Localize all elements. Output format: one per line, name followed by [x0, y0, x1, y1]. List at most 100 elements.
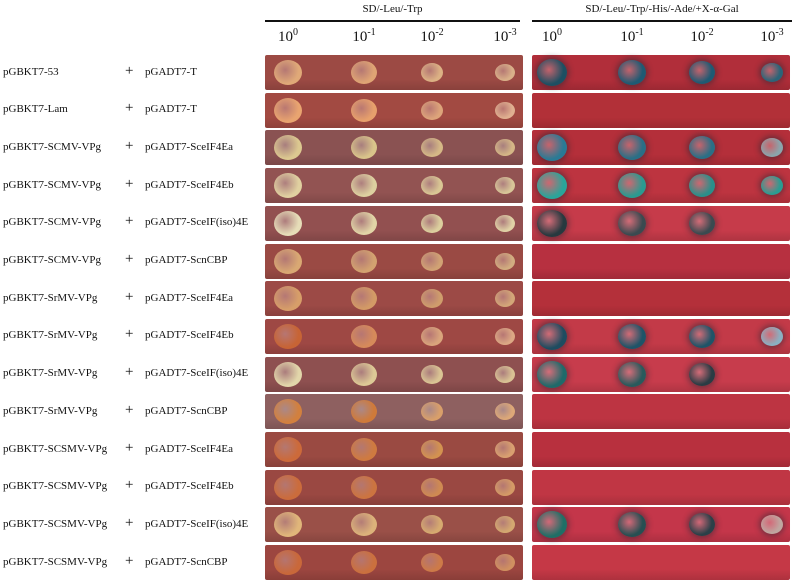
prey-label: pGADT7-SceIF4Ea [145, 442, 233, 455]
right-colony-spot [618, 323, 646, 349]
dilution-base: 10 [493, 29, 509, 45]
left-colony-spot [495, 252, 515, 270]
plus-sign: + [125, 175, 134, 192]
dilution-base: 10 [690, 29, 706, 45]
plus-sign: + [125, 552, 134, 569]
prey-label: pGADT7-SceIF4Eb [145, 329, 234, 342]
left-colony-spot [351, 400, 377, 424]
left-colony-spot [351, 438, 377, 461]
left-colony-spot [351, 324, 377, 348]
right-colony-spot [537, 172, 567, 200]
plus-sign: + [125, 251, 134, 267]
left-colony-spot [351, 98, 377, 122]
bait-label: pGBKT7-53 [3, 65, 59, 78]
prey-label: pGADT7-ScnCBP [145, 404, 228, 417]
dilution-exponent: 0 [293, 27, 298, 38]
right-colony-spot [618, 210, 646, 236]
right-plate-strip [532, 394, 790, 430]
left-colony-spot [421, 515, 443, 535]
left-colony-spot [351, 513, 377, 537]
left-plate-strip [265, 130, 523, 166]
prey-label: pGADT7-SceIF(iso)4E [145, 517, 249, 530]
right-plate-strip [532, 318, 790, 354]
right-colony-spot [537, 209, 567, 237]
right-plate-strip [532, 281, 790, 317]
left-colony-spot [351, 211, 377, 235]
right-colony-spot [761, 138, 783, 158]
right-colony-spot [761, 176, 783, 196]
right-plate-strip [532, 168, 790, 204]
right-plate-strip [532, 130, 790, 166]
plus-sign: + [125, 477, 134, 494]
dilution-base: 10 [620, 29, 636, 45]
right-medium-label: SD/-Leu/-Trp/-His/-Ade/+X-α-Gal [585, 3, 739, 15]
dilution-exponent: -1 [367, 27, 376, 38]
left-colony-spot [421, 364, 443, 384]
bait-label: pGBKT7-SCSMV-VPg [3, 442, 108, 455]
left-plate-strip [265, 356, 523, 392]
dilution-exponent: -1 [635, 27, 644, 38]
left-plate-strip [265, 205, 523, 241]
bait-label: pGBKT7-SCSMV-VPg [3, 480, 108, 493]
left-colony-spot [421, 326, 443, 346]
plus-sign: + [125, 326, 134, 343]
left-colony-spot [421, 100, 443, 120]
prey-label: pGADT7-SceIF4Eb [145, 480, 234, 493]
plus-sign: + [125, 213, 134, 230]
left-colony-spot [351, 362, 377, 386]
left-colony-spot [495, 177, 515, 195]
left-colony-spot [421, 289, 443, 309]
left-colony-spot [274, 550, 302, 576]
left-colony-spot [421, 251, 443, 271]
prey-label: pGADT7-ScnCBP [145, 555, 228, 568]
left-colony-spot [274, 323, 302, 349]
right-colony-spot [689, 136, 715, 160]
dilution-exponent: -2 [705, 27, 714, 38]
left-colony-spot [495, 64, 515, 81]
right-plate-strip [532, 205, 790, 241]
left-colony-spot [421, 477, 443, 497]
right-colony-spot [618, 361, 646, 387]
left-colony-spot [495, 101, 515, 119]
left-colony-spot [274, 210, 302, 236]
left-colony-spot [351, 475, 377, 499]
plus-sign: + [125, 100, 134, 117]
plus-sign: + [125, 514, 134, 531]
left-plate-strip [265, 55, 523, 90]
right-colony-spot [537, 360, 567, 388]
left-colony-spot [274, 512, 302, 538]
right-plate-strip [532, 469, 790, 505]
right-plate-strip [532, 545, 790, 580]
right-colony-spot [618, 173, 646, 199]
right-dilution-label: 10-1 [602, 27, 662, 46]
left-colony-spot [495, 214, 515, 232]
bait-label: pGBKT7-SrMV-VPg [3, 404, 98, 417]
right-colony-spot [618, 60, 646, 85]
bait-label: pGBKT7-SCMV-VPg [3, 140, 102, 153]
left-colony-spot [495, 478, 515, 496]
left-colony-spot [274, 248, 302, 274]
left-dilution-label: 10-1 [334, 27, 394, 46]
prey-label: pGADT7-SceIF4Eb [145, 178, 234, 191]
left-plate-strip [265, 281, 523, 317]
right-plate-strip [532, 432, 790, 467]
right-dilution-label: 10-3 [742, 27, 797, 46]
left-colony-spot [421, 138, 443, 158]
left-colony-spot [495, 441, 515, 458]
left-dilution-label: 100 [258, 27, 318, 46]
right-plate-strip [532, 507, 790, 543]
left-colony-spot [495, 554, 515, 572]
dilution-exponent: -3 [508, 27, 517, 38]
right-colony-spot [537, 59, 567, 86]
bait-label: pGBKT7-SCSMV-VPg [3, 555, 108, 568]
right-plate-strip [532, 92, 790, 128]
left-colony-spot [495, 327, 515, 345]
left-colony-spot [274, 399, 302, 425]
dilution-exponent: -2 [435, 27, 444, 38]
right-colony-spot [689, 61, 715, 84]
right-plate-strip [532, 243, 790, 279]
left-plate-strip [265, 394, 523, 430]
left-dilution-label: 10-2 [402, 27, 462, 46]
right-colony-spot [537, 511, 567, 539]
left-colony-spot [274, 474, 302, 500]
